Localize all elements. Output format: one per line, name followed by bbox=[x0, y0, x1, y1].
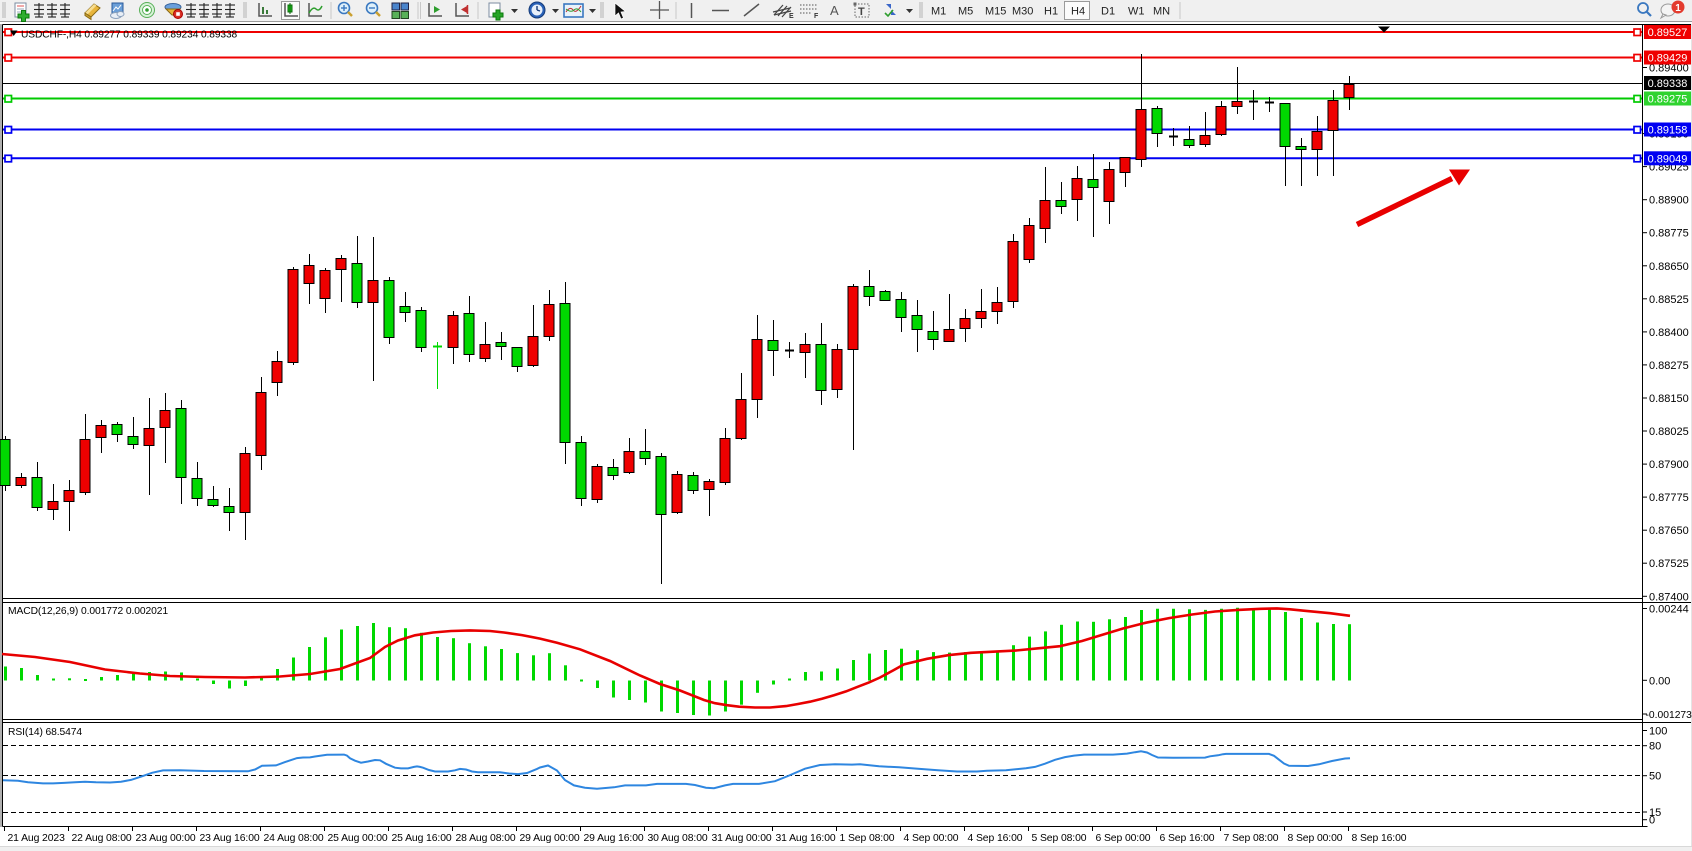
svg-text:0.88775: 0.88775 bbox=[1649, 228, 1689, 240]
svg-text:23 Aug 16:00: 23 Aug 16:00 bbox=[200, 833, 260, 844]
svg-text:8 Sep 00:00: 8 Sep 00:00 bbox=[1288, 833, 1343, 844]
svg-text:0.89527: 0.89527 bbox=[1648, 27, 1688, 39]
svg-text:80: 80 bbox=[1649, 741, 1661, 753]
svg-text:H1: H1 bbox=[1044, 6, 1058, 18]
svg-text:0.87400: 0.87400 bbox=[1649, 591, 1689, 603]
svg-text:0.88150: 0.88150 bbox=[1649, 393, 1689, 405]
svg-text:USDCHF-,H4 0.89277 0.89339 0.: USDCHF-,H4 0.89277 0.89339 0.89234 0.893… bbox=[21, 30, 238, 41]
svg-text:31 Aug 00:00: 31 Aug 00:00 bbox=[712, 833, 772, 844]
svg-text:M30: M30 bbox=[1012, 6, 1033, 18]
svg-text:H4: H4 bbox=[1071, 6, 1085, 18]
svg-text:6 Sep 00:00: 6 Sep 00:00 bbox=[1096, 833, 1151, 844]
svg-text:0.89049: 0.89049 bbox=[1648, 153, 1688, 165]
svg-text:0.89275: 0.89275 bbox=[1648, 94, 1688, 106]
svg-text:0.88650: 0.88650 bbox=[1649, 261, 1689, 273]
svg-text:22 Aug 08:00: 22 Aug 08:00 bbox=[72, 833, 132, 844]
svg-text:MN: MN bbox=[1153, 6, 1170, 18]
svg-text:0.89338: 0.89338 bbox=[1648, 78, 1688, 90]
svg-text:0.00244: 0.00244 bbox=[1649, 604, 1689, 616]
svg-text:0.89429: 0.89429 bbox=[1648, 53, 1688, 65]
svg-text:M5: M5 bbox=[958, 6, 973, 18]
svg-text:M1: M1 bbox=[931, 6, 946, 18]
svg-text:100: 100 bbox=[1649, 726, 1667, 738]
svg-text:0.87900: 0.87900 bbox=[1649, 459, 1689, 471]
svg-text:0.88525: 0.88525 bbox=[1649, 294, 1689, 306]
svg-text:23 Aug 00:00: 23 Aug 00:00 bbox=[136, 833, 196, 844]
svg-text:25 Aug 16:00: 25 Aug 16:00 bbox=[392, 833, 452, 844]
svg-text:F: F bbox=[814, 13, 819, 20]
svg-text:MACD(12,26,9) 0.001772 0.00202: MACD(12,26,9) 0.001772 0.002021 bbox=[8, 606, 168, 617]
svg-text:21 Aug 2023: 21 Aug 2023 bbox=[8, 833, 66, 844]
svg-text:RSI(14) 68.5474: RSI(14) 68.5474 bbox=[8, 727, 82, 738]
svg-text:0.88900: 0.88900 bbox=[1649, 195, 1689, 207]
svg-text:0.87525: 0.87525 bbox=[1649, 558, 1689, 570]
svg-text:24 Aug 08:00: 24 Aug 08:00 bbox=[264, 833, 324, 844]
svg-text:28 Aug 08:00: 28 Aug 08:00 bbox=[456, 833, 516, 844]
svg-text:6 Sep 16:00: 6 Sep 16:00 bbox=[1160, 833, 1215, 844]
svg-text:-0.001273: -0.001273 bbox=[1646, 710, 1692, 721]
svg-text:0.88400: 0.88400 bbox=[1649, 327, 1689, 339]
svg-text:7 Sep 08:00: 7 Sep 08:00 bbox=[1224, 833, 1279, 844]
svg-text:0.88025: 0.88025 bbox=[1649, 426, 1689, 438]
svg-text:0.89158: 0.89158 bbox=[1648, 125, 1688, 137]
svg-text:E: E bbox=[789, 13, 794, 20]
svg-text:0: 0 bbox=[1649, 815, 1655, 827]
svg-text:T: T bbox=[858, 6, 865, 18]
svg-text:0.00: 0.00 bbox=[1649, 675, 1670, 687]
svg-text:0.89400: 0.89400 bbox=[1649, 63, 1689, 75]
svg-text:31 Aug 16:00: 31 Aug 16:00 bbox=[776, 833, 836, 844]
svg-text:25 Aug 00:00: 25 Aug 00:00 bbox=[328, 833, 388, 844]
svg-text:30 Aug 08:00: 30 Aug 08:00 bbox=[648, 833, 708, 844]
svg-text:8 Sep 16:00: 8 Sep 16:00 bbox=[1352, 833, 1407, 844]
svg-text:4 Sep 16:00: 4 Sep 16:00 bbox=[968, 833, 1023, 844]
svg-text:A: A bbox=[830, 3, 839, 18]
svg-text:D1: D1 bbox=[1101, 6, 1115, 18]
svg-text:1 Sep 08:00: 1 Sep 08:00 bbox=[840, 833, 895, 844]
svg-text:W1: W1 bbox=[1128, 6, 1145, 18]
svg-text:5 Sep 08:00: 5 Sep 08:00 bbox=[1032, 833, 1087, 844]
svg-text:15: 15 bbox=[1649, 807, 1661, 819]
svg-text:4 Sep 00:00: 4 Sep 00:00 bbox=[904, 833, 959, 844]
svg-text:0.87650: 0.87650 bbox=[1649, 525, 1689, 537]
svg-text:50: 50 bbox=[1649, 771, 1661, 783]
svg-text:0.88275: 0.88275 bbox=[1649, 360, 1689, 372]
svg-text:0.87775: 0.87775 bbox=[1649, 492, 1689, 504]
svg-text:1: 1 bbox=[1675, 3, 1681, 14]
svg-text:M15: M15 bbox=[985, 6, 1006, 18]
svg-text:29 Aug 16:00: 29 Aug 16:00 bbox=[584, 833, 644, 844]
svg-text:29 Aug 00:00: 29 Aug 00:00 bbox=[520, 833, 580, 844]
